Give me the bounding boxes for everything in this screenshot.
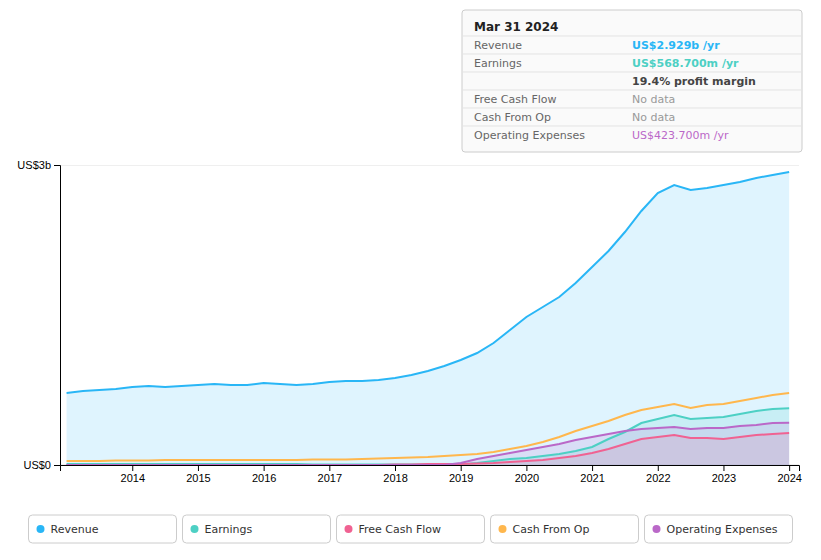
x-tick-label: 2020 (515, 472, 539, 484)
series-line (67, 172, 790, 393)
legend-box (29, 515, 177, 543)
plot-area (60, 165, 799, 465)
legend-box (337, 515, 485, 543)
info-box-value: 19.4% profit margin (632, 75, 756, 88)
x-tick: 2018 (383, 465, 407, 484)
info-box-label: Earnings (474, 57, 522, 70)
info-box-divider (462, 54, 802, 55)
x-tick-mark (198, 465, 199, 471)
series-area (67, 172, 790, 465)
legend-box (491, 515, 639, 543)
legend-label: Operating Expenses (667, 523, 778, 536)
x-tick-mark (723, 465, 724, 471)
legend-swatch (37, 525, 45, 533)
x-tick: 2015 (186, 465, 210, 484)
legend-swatch (345, 525, 353, 533)
x-tick-label: 2022 (646, 472, 670, 484)
x-tick-mark (526, 465, 527, 471)
legend: Revenue Earnings Free Cash Flow Cash From O… (29, 515, 793, 543)
info-box-value: US$568.700m /yr (632, 57, 739, 70)
x-tick-label: 2018 (383, 472, 407, 484)
x-tick-mark (658, 465, 659, 471)
info-box-divider (462, 108, 802, 109)
info-box-divider (462, 126, 802, 127)
info-box-value: No data (632, 93, 675, 106)
x-tick: 2020 (515, 465, 539, 484)
info-box-label: Cash From Op (474, 111, 551, 124)
info-box-label: Free Cash Flow (474, 93, 557, 106)
legend-swatch (653, 525, 661, 533)
info-box-label: Operating Expenses (474, 129, 585, 142)
y-axis-line (54, 166, 61, 466)
info-box-value: US$423.700m /yr (632, 129, 729, 142)
y-tick: US$0 (23, 459, 60, 471)
info-box-value: US$2.929b /yr (632, 39, 720, 52)
x-tick: 2022 (646, 465, 670, 484)
legend-swatch (499, 525, 507, 533)
x-tick: 2021 (580, 465, 604, 484)
legend-item: Operating Expenses (645, 515, 793, 543)
legend-item: Free Cash Flow (337, 515, 485, 543)
info-box-frame (462, 10, 802, 152)
legend-item: Earnings (183, 515, 331, 543)
series-area (67, 423, 790, 465)
legend-label: Cash From Op (513, 523, 590, 536)
x-tick-label: 2016 (252, 472, 276, 484)
x-tick-mark (329, 465, 330, 471)
x-tick-label: 2023 (712, 472, 736, 484)
legend-item: Revenue (29, 515, 177, 543)
chart: 2014 2015 2016 2017 2018 2019 2020 2021 2022 2023… (0, 0, 821, 560)
x-tick-mark (461, 465, 462, 471)
legend-label: Earnings (205, 523, 253, 536)
x-tick-label: 2017 (318, 472, 342, 484)
info-box-value: No data (632, 111, 675, 124)
x-tick: 2023 (712, 465, 736, 484)
legend-swatch (191, 525, 199, 533)
grid-line (60, 165, 799, 166)
x-tick-label: 2021 (580, 472, 604, 484)
x-tick: 2017 (318, 465, 342, 484)
info-box-divider (462, 72, 802, 73)
y-tick-mark (54, 465, 60, 466)
legend-label: Free Cash Flow (359, 523, 442, 536)
x-tick-label: 2024 (777, 472, 801, 484)
x-axis-line (61, 466, 800, 472)
y-axis: US$0 US$3b (17, 159, 60, 471)
x-axis: 2014 2015 2016 2017 2018 2019 2020 2021 2022 2023… (61, 465, 802, 484)
y-tick-mark (54, 165, 60, 166)
x-tick: 2014 (121, 465, 145, 484)
x-tick-label: 2014 (121, 472, 145, 484)
y-tick-label: US$0 (23, 459, 51, 471)
y-tick: US$3b (17, 159, 60, 171)
x-tick: 2016 (252, 465, 276, 484)
x-tick-mark (264, 465, 265, 471)
x-tick-mark (592, 465, 593, 471)
x-tick: 2019 (449, 465, 473, 484)
legend-box (645, 515, 793, 543)
legend-box (183, 515, 331, 543)
legend-label: Revenue (51, 523, 99, 536)
series-line (67, 423, 790, 465)
x-tick-label: 2019 (449, 472, 473, 484)
info-box-label: Revenue (474, 39, 522, 52)
info-box-divider (462, 36, 802, 37)
x-tick: 2024 (777, 465, 801, 484)
legend-item: Cash From Op (491, 515, 639, 543)
info-box: Mar 31 2024 Revenue US$2.929b /yr Earnings U… (462, 10, 802, 152)
x-tick-mark (789, 465, 790, 471)
y-tick-label: US$3b (17, 159, 51, 171)
info-box-divider (462, 90, 802, 91)
x-tick-mark (395, 465, 396, 471)
x-tick-label: 2015 (186, 472, 210, 484)
info-box-title: Mar 31 2024 (474, 20, 558, 34)
x-tick-mark (132, 465, 133, 471)
